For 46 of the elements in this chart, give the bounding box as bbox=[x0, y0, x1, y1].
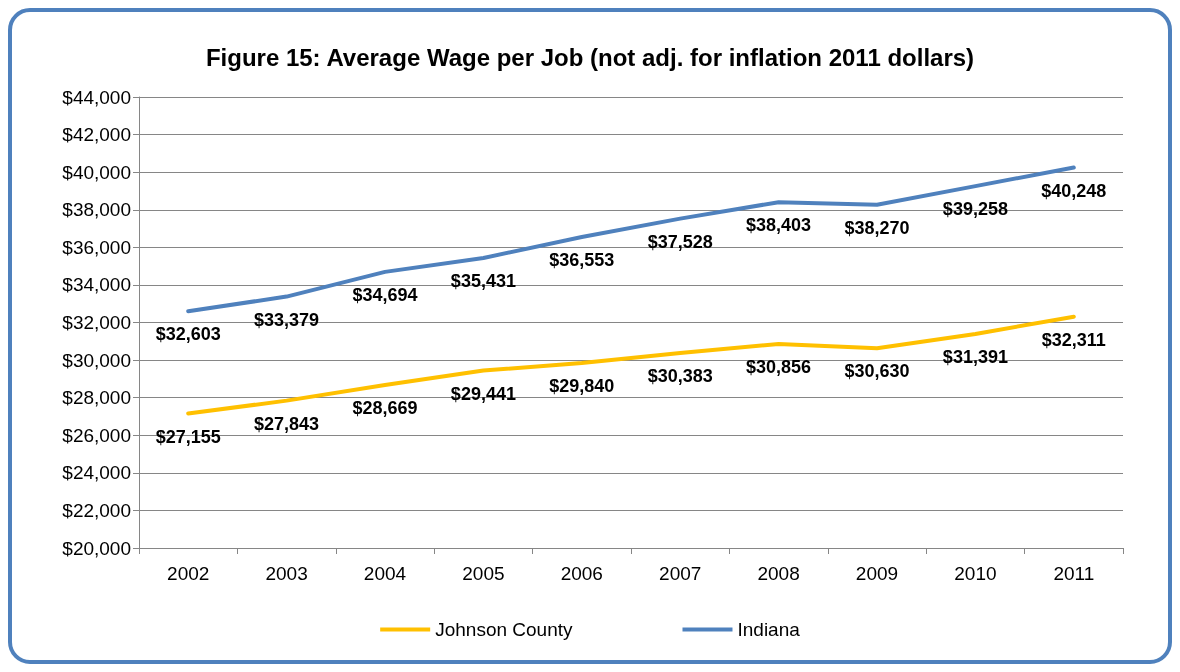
data-label: $34,694 bbox=[352, 284, 418, 305]
y-tick-label: $22,000 bbox=[62, 499, 131, 521]
data-label: $38,270 bbox=[844, 217, 910, 238]
data-label: $37,528 bbox=[647, 231, 713, 252]
legend-label: Johnson County bbox=[435, 619, 573, 640]
y-tick-label: $40,000 bbox=[62, 161, 131, 183]
y-tick-label: $24,000 bbox=[62, 462, 131, 484]
data-label: $32,311 bbox=[1041, 329, 1106, 350]
y-tick-label: $26,000 bbox=[62, 424, 131, 446]
x-tick-label: 2009 bbox=[855, 563, 899, 584]
data-label: $28,669 bbox=[352, 398, 418, 419]
y-tick-label: $30,000 bbox=[62, 349, 131, 371]
y-tick-label: $42,000 bbox=[62, 124, 131, 146]
legend-label: Indiana bbox=[737, 619, 801, 640]
data-label: $29,441 bbox=[450, 383, 516, 404]
data-label: $29,840 bbox=[549, 376, 615, 397]
data-label: $27,843 bbox=[254, 413, 320, 434]
y-tick-label: $34,000 bbox=[62, 274, 131, 296]
data-label: $38,403 bbox=[746, 215, 812, 236]
x-tick-label: 2003 bbox=[265, 563, 308, 584]
x-tick-label: 2007 bbox=[659, 563, 702, 584]
x-tick-label: 2008 bbox=[757, 563, 800, 584]
data-label: $36,553 bbox=[549, 249, 615, 270]
y-tick-label: $44,000 bbox=[62, 86, 131, 108]
data-label: $30,630 bbox=[844, 361, 910, 382]
data-label: $30,856 bbox=[746, 357, 812, 377]
data-label: $30,383 bbox=[647, 365, 713, 386]
y-tick-label: $32,000 bbox=[62, 312, 131, 333]
x-tick-label: 2002 bbox=[167, 563, 210, 584]
data-label: $35,431 bbox=[450, 271, 516, 292]
chart-title: Figure 15: Average Wage per Job (not adj. for inflation 2011 dollars) bbox=[205, 43, 975, 71]
y-tick-label: $38,000 bbox=[62, 199, 131, 221]
data-label: $27,155 bbox=[155, 426, 221, 447]
data-label: $33,379 bbox=[254, 309, 320, 330]
data-label: $32,603 bbox=[155, 324, 221, 345]
x-tick-label: 2010 bbox=[954, 563, 997, 584]
data-label: $39,258 bbox=[942, 199, 1008, 220]
y-tick-label: $20,000 bbox=[62, 537, 131, 559]
data-label: $40,248 bbox=[1041, 180, 1107, 201]
data-label: $31,391 bbox=[942, 346, 1008, 367]
y-tick-label: $28,000 bbox=[62, 387, 131, 409]
x-tick-label: 2011 bbox=[1053, 563, 1095, 584]
x-tick-label: 2006 bbox=[560, 563, 603, 584]
x-tick-label: 2005 bbox=[462, 563, 505, 584]
y-tick-label: $36,000 bbox=[62, 236, 131, 258]
x-tick-label: 2004 bbox=[363, 563, 407, 584]
